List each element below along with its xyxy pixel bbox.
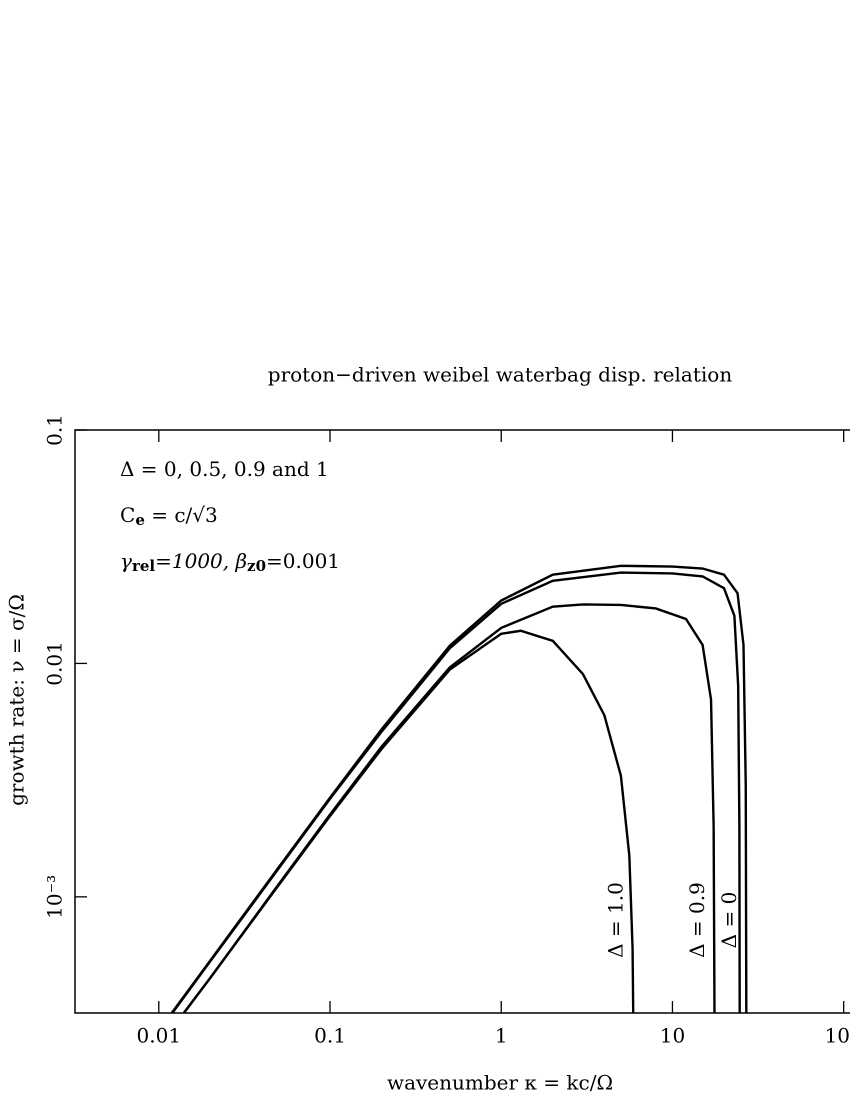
plot-area bbox=[170, 564, 748, 1013]
y-tick-label: 10⁻³ bbox=[43, 875, 67, 919]
annotation-text: C bbox=[120, 503, 135, 527]
x-tick-label: 0.1 bbox=[314, 1024, 346, 1048]
annotation-text: Δ = 0, 0.5, 0.9 and 1 bbox=[120, 457, 329, 481]
y-tick-label: 0.1 bbox=[43, 414, 67, 446]
curve bbox=[182, 629, 635, 1013]
curve-label: Δ = 0.9 bbox=[685, 882, 709, 958]
y-axis-label: growth rate: ν = σ/Ω bbox=[5, 594, 29, 806]
curve-label: Δ = 1.0 bbox=[604, 882, 628, 958]
annotation-text: γ bbox=[120, 549, 132, 573]
annotation-subscript: e bbox=[135, 511, 145, 529]
x-tick-label: 100 bbox=[825, 1024, 850, 1048]
y-tick-label: 0.01 bbox=[43, 641, 67, 686]
annotation-text: =0.001 bbox=[266, 549, 340, 573]
x-tick-label: 0.01 bbox=[137, 1024, 182, 1048]
curve-label: Δ = 0 bbox=[717, 892, 741, 949]
annotation: Δ = 0, 0.5, 0.9 and 1 bbox=[120, 457, 329, 481]
curve bbox=[170, 564, 748, 1013]
annotation-text: = c/√3 bbox=[145, 503, 218, 527]
x-tick-label: 1 bbox=[495, 1024, 508, 1048]
x-tick-label: 10 bbox=[660, 1024, 685, 1048]
annotation-text: =1000, β bbox=[155, 549, 247, 573]
curve bbox=[171, 571, 741, 1013]
annotation: Ce = c/√3 bbox=[120, 503, 218, 529]
plot-frame bbox=[74, 429, 850, 1014]
annotation-subscript: z0 bbox=[247, 557, 266, 575]
annotation: γrel=1000, βz0=0.001 bbox=[120, 549, 340, 575]
x-axis-label: wavenumber κ = kc/Ω bbox=[387, 1071, 613, 1095]
curve bbox=[182, 603, 716, 1013]
chart-title: proton−driven weibel waterbag disp. rela… bbox=[268, 363, 733, 387]
annotation-subscript: rel bbox=[132, 557, 155, 575]
